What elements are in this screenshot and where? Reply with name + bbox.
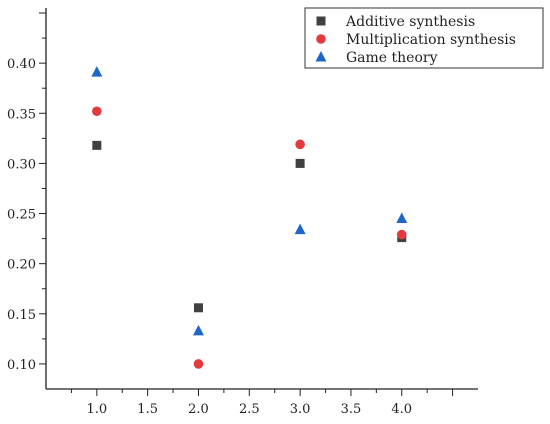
y-tick-label: 0.30 [7, 157, 36, 172]
y-tick-label: 0.40 [7, 57, 36, 72]
x-tick-label: 1.0 [86, 402, 107, 417]
y-tick-label: 0.15 [7, 308, 36, 323]
data-point-triangle [396, 212, 408, 224]
series-2 [91, 66, 408, 336]
legend-marker-triangle [315, 51, 327, 62]
legend-label: Additive synthesis [345, 14, 475, 30]
data-point-square [92, 140, 102, 150]
x-tick-label: 4.0 [391, 402, 412, 417]
y-tick-label: 0.20 [7, 258, 36, 273]
x-tick-label: 1.5 [137, 402, 158, 417]
y-tick-label: 0.10 [7, 358, 36, 373]
series-0 [92, 140, 407, 313]
data-point-circle [396, 229, 407, 240]
legend-label: Game theory [346, 50, 438, 66]
x-tick-label: 2.5 [239, 402, 260, 417]
x-tick-label: 3.0 [290, 402, 311, 417]
legend-marker-circle [316, 34, 326, 44]
data-point-triangle [294, 223, 306, 235]
data-point-circle [92, 106, 102, 117]
data-points [91, 66, 408, 369]
series-1 [92, 106, 407, 369]
legend-marker-square [316, 16, 326, 26]
x-tick-label: 3.5 [341, 402, 362, 417]
legend-box [304, 7, 544, 69]
x-tick-label: 2.0 [188, 402, 209, 417]
data-point-circle [193, 359, 204, 369]
data-point-square [193, 303, 203, 313]
data-point-triangle [91, 66, 103, 77]
data-point-triangle [192, 324, 204, 336]
axes: 1.0 1.5 2.0 2.5 3.0 3.5 4.0 0.10 0.15 0.20 0.25 0.3… [7, 8, 478, 417]
legend-label: Multiplication synthesis [346, 32, 516, 48]
data-point-square [295, 158, 305, 168]
legend: Additive synthesis Multiplication synthes… [304, 7, 544, 69]
data-point-circle [295, 139, 305, 150]
y-tick-label: 0.35 [7, 107, 36, 122]
y-tick-label: 0.25 [7, 208, 36, 223]
